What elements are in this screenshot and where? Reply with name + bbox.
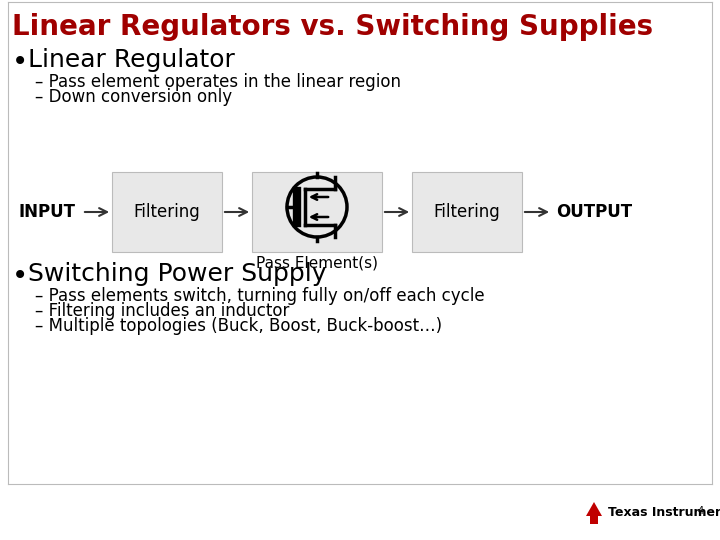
Text: Filtering: Filtering — [134, 203, 200, 221]
Text: 4: 4 — [698, 506, 704, 516]
Text: – Down conversion only: – Down conversion only — [35, 88, 232, 106]
Text: •: • — [12, 262, 28, 290]
Bar — [252, 172, 382, 252]
Text: – Pass element operates in the linear region: – Pass element operates in the linear re… — [35, 73, 401, 91]
Text: – Multiple topologies (Buck, Boost, Buck-boost…): – Multiple topologies (Buck, Boost, Buck… — [35, 317, 442, 335]
Text: – Filtering includes an inductor: – Filtering includes an inductor — [35, 302, 289, 320]
Text: OUTPUT: OUTPUT — [556, 203, 632, 221]
Text: Texas Instruments: Texas Instruments — [608, 505, 720, 518]
Text: Pass Element(s): Pass Element(s) — [256, 256, 378, 271]
Bar — [112, 172, 222, 252]
Text: Switching Power Supply: Switching Power Supply — [28, 262, 326, 286]
Text: INPUT: INPUT — [18, 203, 75, 221]
Text: – Pass elements switch, turning fully on/off each cycle: – Pass elements switch, turning fully on… — [35, 287, 485, 305]
Text: Linear Regulator: Linear Regulator — [28, 48, 235, 72]
Polygon shape — [586, 502, 602, 524]
Text: Filtering: Filtering — [433, 203, 500, 221]
Bar — [412, 172, 522, 252]
Text: •: • — [12, 48, 28, 76]
Text: Linear Regulators vs. Switching Supplies: Linear Regulators vs. Switching Supplies — [12, 13, 653, 41]
